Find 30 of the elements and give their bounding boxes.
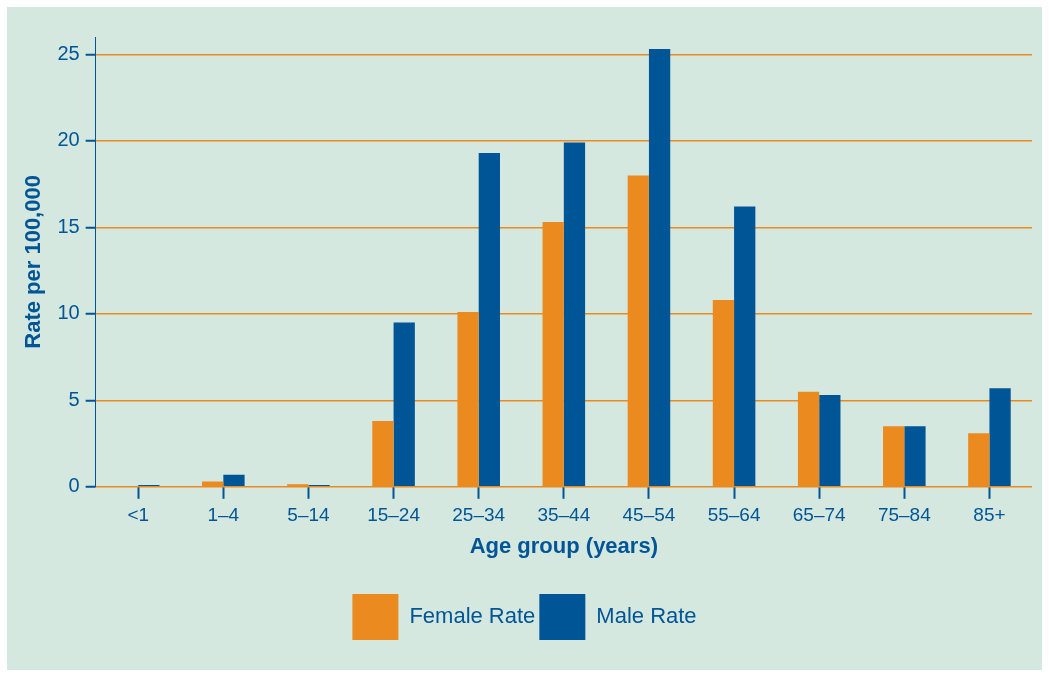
bar <box>478 152 500 487</box>
x-tick-label: 85+ <box>973 504 1006 526</box>
x-axis-title: Age group (years) <box>469 532 658 558</box>
x-tick-label: 65–74 <box>792 504 847 526</box>
y-tick-label: 5 <box>68 387 80 410</box>
bar <box>819 395 841 487</box>
y-tick-label: 0 <box>68 474 80 497</box>
y-axis-title: Rate per 100,000 <box>20 175 46 349</box>
bar <box>904 426 926 487</box>
bar <box>563 142 586 487</box>
x-tick-label: 5–14 <box>287 504 331 526</box>
x-tick-label: 15–24 <box>367 504 421 526</box>
bar <box>648 49 671 487</box>
x-tick-label: <1 <box>127 504 150 526</box>
legend-label: Female Rate <box>409 603 536 629</box>
y-tick-label: 20 <box>57 128 80 151</box>
x-tick-label: 45–54 <box>622 504 676 526</box>
bar <box>393 322 415 487</box>
x-tick-label: 35–44 <box>537 504 591 526</box>
y-tick-label: 25 <box>57 41 80 64</box>
x-tick-label: 25–34 <box>452 504 506 526</box>
legend-label: Male Rate <box>596 603 697 629</box>
bar <box>989 388 1011 487</box>
x-tick-label: 55–64 <box>707 504 761 526</box>
y-tick-label: 10 <box>57 301 80 324</box>
x-tick-label: 75–84 <box>877 504 932 526</box>
bar <box>223 474 245 487</box>
bar <box>734 206 756 487</box>
y-tick-label: 15 <box>57 214 80 237</box>
x-tick-label: 1–4 <box>207 504 240 526</box>
